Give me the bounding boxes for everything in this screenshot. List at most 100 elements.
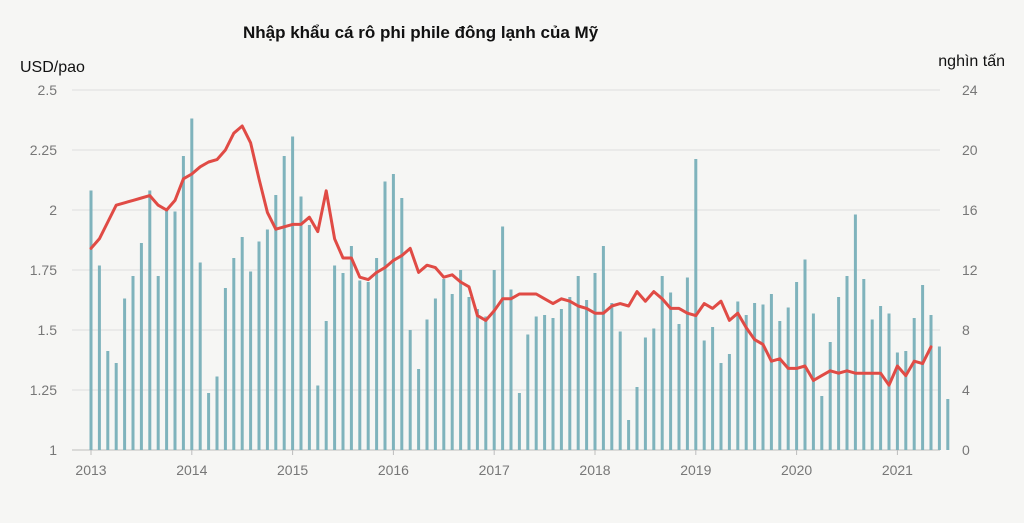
volume-bar — [517, 393, 521, 450]
x-tick-label: 2016 — [378, 462, 409, 478]
line-series — [89, 124, 933, 387]
volume-bar — [761, 304, 765, 450]
volume-bar — [853, 214, 857, 450]
volume-bar — [551, 318, 555, 450]
price-line — [89, 124, 933, 387]
volume-bar — [559, 309, 563, 450]
x-tick-label: 2015 — [277, 462, 308, 478]
volume-bar — [450, 294, 454, 450]
volume-bar — [106, 351, 110, 450]
volume-bar — [694, 159, 698, 450]
volume-bar — [585, 300, 589, 450]
volume-bar — [291, 136, 295, 450]
left-tick-label: 2.5 — [38, 82, 58, 98]
volume-bar — [265, 229, 269, 450]
volume-bar — [702, 340, 706, 450]
volume-bar — [383, 181, 387, 450]
volume-bar — [492, 270, 496, 450]
volume-bar — [181, 156, 185, 450]
right-tick-label: 24 — [962, 82, 978, 98]
volume-bar — [249, 271, 253, 450]
volume-bar — [912, 318, 916, 450]
volume-bar — [610, 303, 614, 450]
volume-bar — [89, 190, 93, 450]
volume-bar — [601, 246, 605, 450]
volume-bar — [358, 280, 362, 450]
right-tick-label: 0 — [962, 442, 970, 458]
volume-bar — [97, 265, 101, 450]
volume-bar — [257, 241, 261, 450]
right-tick-label: 4 — [962, 382, 970, 398]
left-tick-label: 1.25 — [30, 382, 57, 398]
volume-bar — [223, 288, 227, 450]
volume-bar — [123, 298, 127, 450]
volume-bar — [501, 226, 505, 450]
volume-bar — [173, 211, 177, 450]
volume-bar — [324, 321, 328, 450]
volume-bar — [366, 282, 370, 450]
bar-series — [89, 118, 950, 450]
volume-bar — [727, 354, 731, 450]
x-tick-label: 2014 — [176, 462, 207, 478]
volume-bar — [240, 237, 244, 450]
volume-bar — [753, 303, 757, 450]
volume-bar — [635, 387, 639, 450]
volume-bar — [618, 331, 622, 450]
volume-bar — [568, 297, 572, 450]
volume-bar — [921, 285, 925, 450]
volume-bar — [937, 346, 941, 450]
volume-bar — [526, 334, 530, 450]
volume-bar — [156, 276, 160, 450]
volume-bar — [895, 352, 899, 450]
volume-bar — [669, 292, 673, 450]
volume-bar — [820, 396, 824, 450]
volume-bar — [576, 276, 580, 450]
volume-bar — [719, 363, 723, 450]
volume-bar — [274, 195, 278, 450]
volume-bar — [459, 270, 463, 450]
volume-bar — [282, 156, 286, 450]
volume-bar — [139, 243, 143, 450]
volume-bar — [870, 319, 874, 450]
volume-bar — [475, 309, 479, 450]
volume-bar — [442, 279, 446, 450]
volume-bar — [786, 307, 790, 450]
volume-bar — [131, 276, 135, 450]
gridlines — [72, 89, 940, 451]
x-tick-label: 2021 — [882, 462, 913, 478]
right-tick-label: 8 — [962, 322, 970, 338]
right-tick-label: 20 — [962, 142, 978, 158]
left-tick-label: 2 — [49, 202, 57, 218]
volume-bar — [316, 385, 320, 450]
volume-bar — [232, 258, 236, 450]
volume-bar — [341, 273, 345, 450]
left-axis-label: USD/pao — [20, 59, 85, 76]
volume-bar — [744, 315, 748, 450]
volume-bar — [299, 196, 303, 450]
left-tick-label: 2.25 — [30, 142, 57, 158]
volume-bar — [879, 306, 883, 450]
volume-bar — [845, 276, 849, 450]
volume-bar — [534, 316, 538, 450]
x-tick-label: 2018 — [579, 462, 610, 478]
x-tick-label: 2020 — [781, 462, 812, 478]
volume-bar — [349, 246, 353, 450]
volume-bar — [425, 319, 429, 450]
left-tick-label: 1 — [49, 442, 57, 458]
chart-title: Nhập khẩu cá rô phi phile đông lạnh của … — [243, 23, 599, 42]
volume-bar — [769, 294, 773, 450]
volume-bar — [543, 315, 547, 450]
volume-bar — [685, 277, 689, 450]
volume-bar — [408, 330, 412, 450]
volume-bar — [307, 225, 311, 450]
volume-bar — [929, 315, 933, 450]
volume-bar — [375, 258, 379, 450]
volume-bar — [417, 369, 421, 450]
volume-bar — [509, 289, 513, 450]
x-tick-label: 2013 — [75, 462, 106, 478]
volume-bar — [778, 321, 782, 450]
right-tick-label: 16 — [962, 202, 978, 218]
volume-bar — [627, 420, 631, 450]
volume-bar — [391, 174, 395, 450]
